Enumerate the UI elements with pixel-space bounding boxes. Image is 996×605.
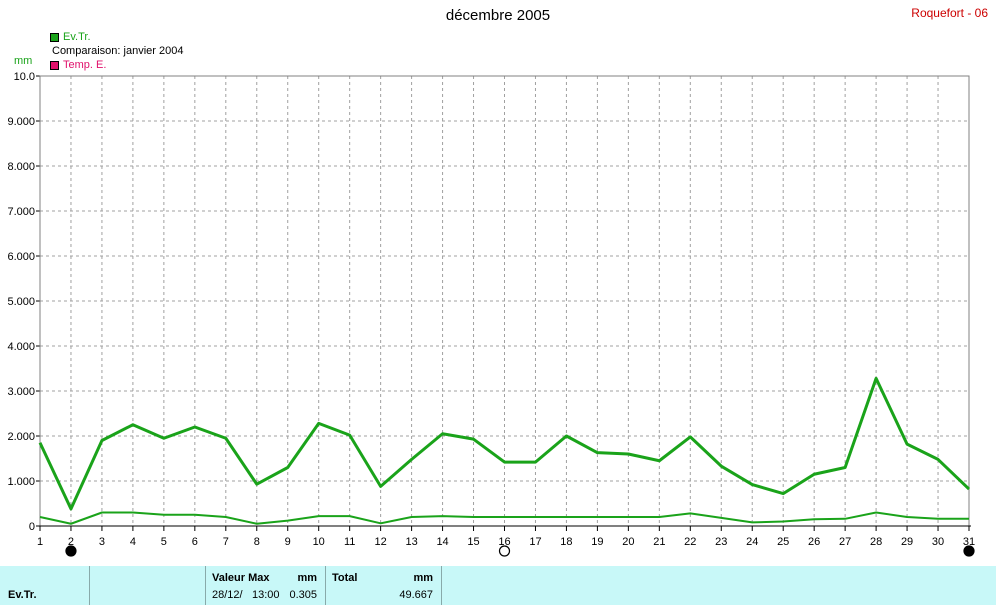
footer-row-label-cell: Ev.Tr. (0, 566, 90, 605)
x-tick-label: 16 (498, 536, 510, 548)
y-tick-label: 0 (29, 521, 35, 533)
x-tick-labels: 1 2 3 4 5 6 7 8 9 10 11 12 13 14 15 16 17 18 19 20 21 22 23 24 2… (37, 536, 975, 548)
summary-footer: Ev.Tr. Valeur Max mm 28/12/ 13:00 0.305 … (0, 566, 996, 605)
footer-total-cell: Total mm 49.667 (326, 566, 442, 605)
full-moon-icon (498, 545, 511, 557)
x-tick-label: 11 (344, 536, 355, 548)
x-tick-label: 15 (467, 536, 479, 548)
footer-total-unit: mm (413, 572, 433, 584)
footer-empty-cell (90, 566, 206, 605)
legend-swatch-temp (50, 60, 59, 70)
x-tick-label: 2 (68, 536, 74, 548)
x-tick-label: 21 (653, 536, 665, 548)
y-tick-label: 7.000 (7, 206, 35, 218)
footer-max-label: Valeur Max (212, 572, 270, 584)
y-tick-label: 4.000 (7, 341, 35, 353)
x-tick-label: 31 (963, 536, 975, 548)
footer-total-value: 49.667 (399, 589, 433, 601)
x-tick-label: 6 (192, 536, 198, 548)
y-tick-label: 2.000 (7, 431, 35, 443)
chart-title: décembre 2005 (445, 7, 551, 24)
legend-item-comparison: Comparaison: janvier 2004 (52, 45, 183, 57)
chart-plot: 0 1.000 2.000 3.000 4.000 5.000 6.000 7.000 8.00… (7, 71, 975, 557)
moon-phase-markers (65, 545, 975, 557)
legend-label-temp: Temp. E. (63, 59, 107, 71)
station-label: Roquefort - 06 (911, 6, 988, 20)
x-tick-label: 19 (591, 536, 603, 548)
y-axis-unit: mm (14, 55, 33, 67)
x-tick-label: 17 (529, 536, 541, 548)
axes (36, 75, 971, 531)
x-tick-label: 23 (715, 536, 727, 548)
y-tick-label: 3.000 (7, 386, 35, 398)
x-tick-label: 18 (560, 536, 572, 548)
y-tick-label: 10.0 (14, 71, 35, 83)
footer-max-value: 0.305 (289, 589, 317, 601)
x-tick-label: 4 (130, 536, 136, 548)
legend-label-comparison: Comparaison: janvier 2004 (52, 45, 184, 57)
x-tick-label: 3 (99, 536, 105, 548)
y-tick-label: 5.000 (7, 296, 35, 308)
legend-item-temp[interactable]: Temp. E. (50, 59, 106, 71)
x-tick-label: 8 (254, 536, 260, 548)
x-tick-label: 12 (375, 536, 387, 548)
series-line-evtr[interactable] (38, 376, 971, 511)
footer-max-time: 13:00 (252, 589, 280, 601)
footer-max-unit: mm (297, 572, 317, 584)
footer-total-label: Total (332, 572, 358, 584)
y-tick-label: 8.000 (7, 161, 35, 173)
legend-swatch-evtr (50, 32, 59, 42)
x-tick-label: 24 (746, 536, 758, 548)
x-tick-label: 30 (932, 536, 944, 548)
x-tick-label: 29 (901, 536, 913, 548)
x-tick-label: 1 (37, 536, 43, 548)
x-tick-label: 9 (285, 536, 291, 548)
x-tick-label: 10 (313, 536, 325, 548)
x-tick-label: 13 (405, 536, 417, 548)
series-line-comparison[interactable] (39, 511, 969, 525)
x-tick-label: 26 (808, 536, 820, 548)
x-tick-label: 27 (839, 536, 851, 548)
legend-item-evtr[interactable]: Ev.Tr. (50, 31, 91, 43)
x-tick-label: 22 (684, 536, 696, 548)
y-tick-label: 1.000 (7, 476, 35, 488)
new-moon-icon (963, 545, 975, 557)
grid-lines (40, 75, 969, 526)
y-tick-label: 9.000 (7, 116, 35, 128)
x-tick-label: 14 (436, 536, 448, 548)
legend-label-evtr: Ev.Tr. (63, 31, 91, 43)
footer-max-date: 28/12/ (212, 589, 243, 601)
y-tick-labels: 0 1.000 2.000 3.000 4.000 5.000 6.000 7.000 8.00… (7, 71, 35, 533)
x-tick-label: 25 (777, 536, 789, 548)
new-moon-icon (65, 545, 77, 557)
y-tick-label: 6.000 (7, 251, 35, 263)
x-tick-label: 20 (622, 536, 634, 548)
footer-max-cell: Valeur Max mm 28/12/ 13:00 0.305 (206, 566, 326, 605)
x-tick-label: 5 (161, 536, 167, 548)
footer-row-label: Ev.Tr. (8, 589, 37, 601)
x-tick-label: 28 (870, 536, 882, 548)
series-lines (38, 376, 971, 525)
x-tick-label: 7 (223, 536, 229, 548)
